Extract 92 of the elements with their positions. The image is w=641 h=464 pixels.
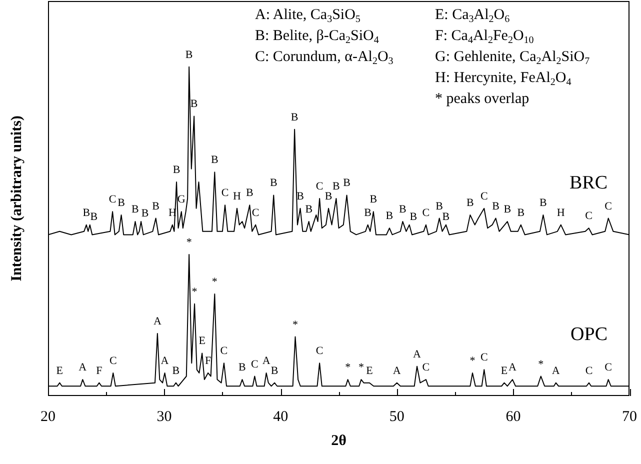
annotation: * (186, 236, 192, 248)
annotation: B (210, 154, 218, 166)
annotation: B (82, 206, 90, 219)
annotation: B (466, 196, 474, 209)
annotation: A (78, 362, 87, 374)
annotation: B (118, 196, 125, 209)
annotation: B (492, 200, 500, 212)
annotation: C: Corundum, α-Al$_{2}$O$_{3}$ (255, 48, 394, 68)
annotation: C (422, 362, 430, 374)
annotation: C (108, 194, 116, 206)
annotation: * (345, 362, 351, 374)
annotation: H (556, 206, 565, 219)
annotation: B (290, 111, 298, 124)
annotation: A (160, 354, 169, 367)
annotation: C (221, 187, 229, 200)
annotation: C (604, 200, 612, 212)
annotation: B (410, 210, 418, 223)
annotation: B (270, 364, 278, 377)
annotation: B (442, 210, 450, 223)
annotation: B (324, 190, 332, 202)
annotation: A (392, 364, 401, 377)
x-tick-label: 60 (506, 408, 521, 425)
annotation: C (316, 180, 324, 192)
annotation: G: Gehlenite, Ca$_{2}$Al$_{2}$SiO$_{7}$ (435, 48, 590, 68)
annotation: * (212, 276, 218, 288)
annotation: B (172, 364, 180, 377)
x-tick-label: 40 (273, 408, 288, 425)
annotation: * (470, 354, 476, 367)
annotation: B (540, 196, 547, 209)
annotation: B (343, 177, 350, 190)
x-tick-label: 50 (389, 408, 404, 425)
text: E: Ca$_{3}$Al$_{2}$O$_{6}$ (435, 6, 510, 26)
annotation: B (332, 180, 340, 192)
annotation: B (185, 48, 193, 61)
annotation: E (366, 364, 374, 377)
x-tick-label: 20 (40, 408, 56, 425)
annotation: B (305, 204, 313, 216)
x-tick-label: 30 (156, 408, 172, 425)
annotation: H (233, 190, 242, 202)
annotation: B (90, 210, 98, 223)
annotation: F (204, 354, 212, 367)
annotation: B (152, 200, 160, 212)
annotation: C (252, 206, 260, 219)
annotation: B (296, 190, 304, 202)
text: A: Alite, Ca$_{3}$SiO$_{5}$ (255, 6, 360, 26)
annotation: B (370, 194, 378, 206)
annotation: B (172, 164, 180, 176)
annotation: E (198, 335, 206, 348)
annotation: A (552, 364, 560, 377)
annotation: A (153, 315, 162, 328)
annotation: B (238, 362, 246, 374)
annotation: E (500, 364, 508, 377)
annotation: C (422, 206, 430, 219)
x-tick-label: 70 (622, 408, 637, 425)
annotation: A (508, 362, 517, 374)
annotation: C (604, 362, 612, 374)
text: B: Belite, β-Ca$_{2}$SiO$_{4}$ (255, 27, 379, 47)
annotation: * peaks overlap (435, 90, 530, 109)
series-label: OPC (570, 324, 608, 346)
annotation: B (246, 187, 254, 200)
annotation: B (386, 210, 394, 222)
annotation: C (316, 345, 324, 358)
y-axis-title: Intensity (arbitrary units) (8, 116, 25, 282)
text: F: Ca$_{4}$Al$_{2}$Fe$_{2}$O$_{10}$ (435, 27, 534, 47)
annotation: G (177, 194, 186, 206)
annotation: C (585, 364, 593, 377)
annotation: B (436, 200, 444, 212)
annotation: C (585, 210, 592, 222)
annotation: * (358, 362, 364, 374)
annotation: B (270, 177, 278, 190)
annotation: C (109, 354, 117, 367)
annotation: * (192, 286, 198, 298)
annotation: * (538, 358, 544, 370)
annotation: * (292, 318, 298, 331)
annotation: B (132, 204, 139, 216)
annotation: B (364, 206, 372, 219)
annotation: B (504, 204, 512, 216)
annotation: B (141, 208, 149, 220)
annotation: B (399, 204, 406, 216)
annotation: B (517, 206, 525, 219)
series-label: BRC (569, 172, 608, 194)
annotation: C (220, 345, 228, 358)
annotation: E (56, 364, 64, 377)
annotation: H: Hercynite, FeAl$_{2}$O$_{4}$ (435, 69, 572, 89)
annotation: A (413, 348, 422, 360)
annotation: C (250, 358, 258, 370)
annotation: C (480, 190, 488, 202)
annotation: B (190, 98, 198, 110)
annotation: C (480, 352, 488, 364)
x-axis-title: 2θ (331, 432, 347, 449)
annotation: F (96, 364, 102, 377)
annotation: A (262, 354, 270, 367)
